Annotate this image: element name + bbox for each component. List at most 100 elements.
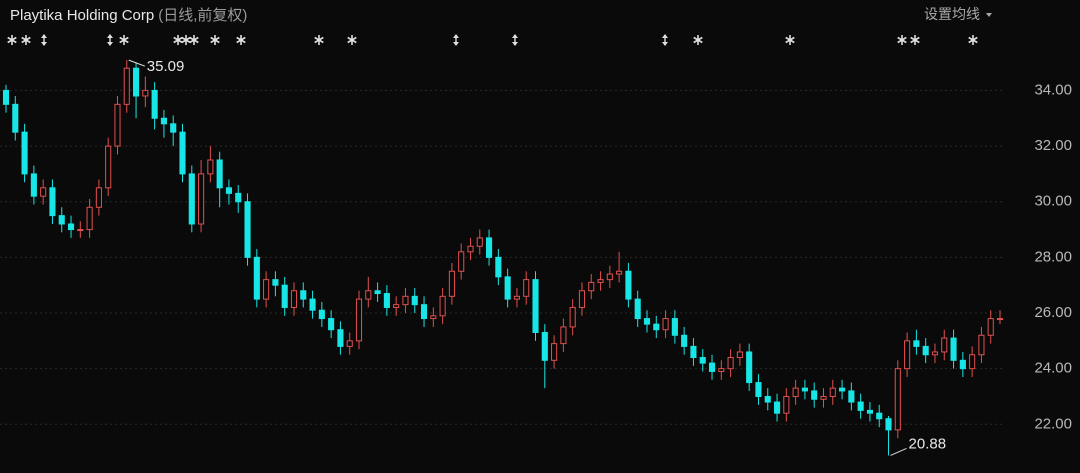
marker-icon <box>662 34 668 46</box>
candle-body <box>662 318 669 331</box>
candle-body <box>541 331 548 361</box>
candle-body <box>894 368 901 431</box>
candle-body <box>913 340 920 347</box>
candle-body <box>263 279 270 300</box>
candle-body <box>681 334 688 347</box>
candle-body <box>467 245 474 253</box>
y-tick-label: 24.00 <box>1034 360 1072 377</box>
candle-body <box>365 290 372 300</box>
candle-body <box>235 192 242 203</box>
candle-body <box>718 368 725 372</box>
candle-body <box>253 256 260 300</box>
candle-body <box>40 187 47 197</box>
candle-body <box>188 173 195 225</box>
candle-body <box>49 187 56 217</box>
candle-body <box>77 229 84 232</box>
candle-body <box>300 290 307 300</box>
candle-body <box>346 340 353 347</box>
candle-body <box>337 329 344 347</box>
candle-body <box>393 304 400 308</box>
candle-body <box>504 276 511 300</box>
candle-body <box>207 159 214 175</box>
candle-body <box>476 237 483 247</box>
candle-body <box>857 401 864 411</box>
candle-body <box>996 318 1004 321</box>
candle-body <box>95 187 102 208</box>
candle-body <box>21 131 28 175</box>
candle-body <box>281 284 288 308</box>
candle-body <box>430 315 437 320</box>
candle-body <box>941 337 948 353</box>
candle-body <box>12 103 19 133</box>
candle-body <box>625 270 632 300</box>
candle-body <box>114 103 121 147</box>
ma-button[interactable]: 设置均线 <box>924 4 992 24</box>
candle-body <box>402 295 409 306</box>
marker-icon <box>189 36 199 44</box>
marker-icon <box>512 34 518 46</box>
candle-body <box>290 290 298 308</box>
candle-body <box>904 340 911 370</box>
candle-body <box>513 295 520 300</box>
max-label: 35.09 <box>147 58 185 75</box>
candle-body <box>142 89 149 97</box>
candle-body <box>606 273 613 281</box>
candle-body <box>801 387 808 392</box>
marker-icon <box>41 34 47 46</box>
candle-body <box>532 279 539 333</box>
marker-icon <box>785 36 795 44</box>
candle-body <box>448 270 455 297</box>
candle-body <box>551 343 558 361</box>
marker-icon <box>968 36 978 44</box>
candle-body <box>876 412 883 420</box>
candle-body <box>839 387 846 392</box>
candle-body <box>179 131 186 175</box>
candle-body <box>328 318 335 331</box>
y-tick-label: 28.00 <box>1034 248 1072 265</box>
marker-icon <box>181 36 191 44</box>
candle-body <box>755 382 762 397</box>
candle-body <box>309 298 316 311</box>
candle-body <box>773 401 781 414</box>
marker-icon <box>21 36 31 44</box>
candle-body <box>866 409 873 414</box>
candle-body <box>588 281 595 292</box>
candle-body <box>486 237 493 258</box>
candle-body <box>170 123 177 133</box>
header: Playtika Holding Corp (日线,前复权) <box>10 4 247 25</box>
candle-body <box>123 67 130 105</box>
candle-body <box>86 206 93 231</box>
marker-icon <box>453 34 459 46</box>
candle-body <box>355 298 363 342</box>
marker-icon <box>7 36 17 44</box>
y-tick-label: 22.00 <box>1034 415 1072 432</box>
candle-body <box>783 395 790 414</box>
candle-body <box>458 251 465 272</box>
min-label: 20.88 <box>909 435 947 452</box>
candle-body <box>523 279 530 297</box>
candle-body <box>495 256 502 278</box>
candle-body <box>829 387 836 397</box>
candle-body <box>885 418 892 431</box>
candle-body <box>653 323 660 331</box>
marker-icon <box>236 36 246 44</box>
marker-icon <box>347 36 357 44</box>
candle-body <box>578 290 586 308</box>
candle-body <box>151 89 158 119</box>
candle-body <box>383 293 390 308</box>
candle-body <box>560 326 567 345</box>
candle-body <box>987 318 994 336</box>
candle-body <box>160 117 167 125</box>
y-tick-label: 34.00 <box>1034 81 1072 98</box>
candle-body <box>272 279 279 286</box>
candle-body <box>105 145 112 189</box>
candle-body <box>374 290 381 295</box>
candle-body <box>225 187 233 194</box>
candle-body <box>792 387 799 397</box>
candle-body <box>616 270 623 275</box>
candle-body <box>671 318 678 336</box>
candle-body <box>216 159 223 189</box>
marker-icon <box>693 36 703 44</box>
candle-body <box>699 357 706 364</box>
